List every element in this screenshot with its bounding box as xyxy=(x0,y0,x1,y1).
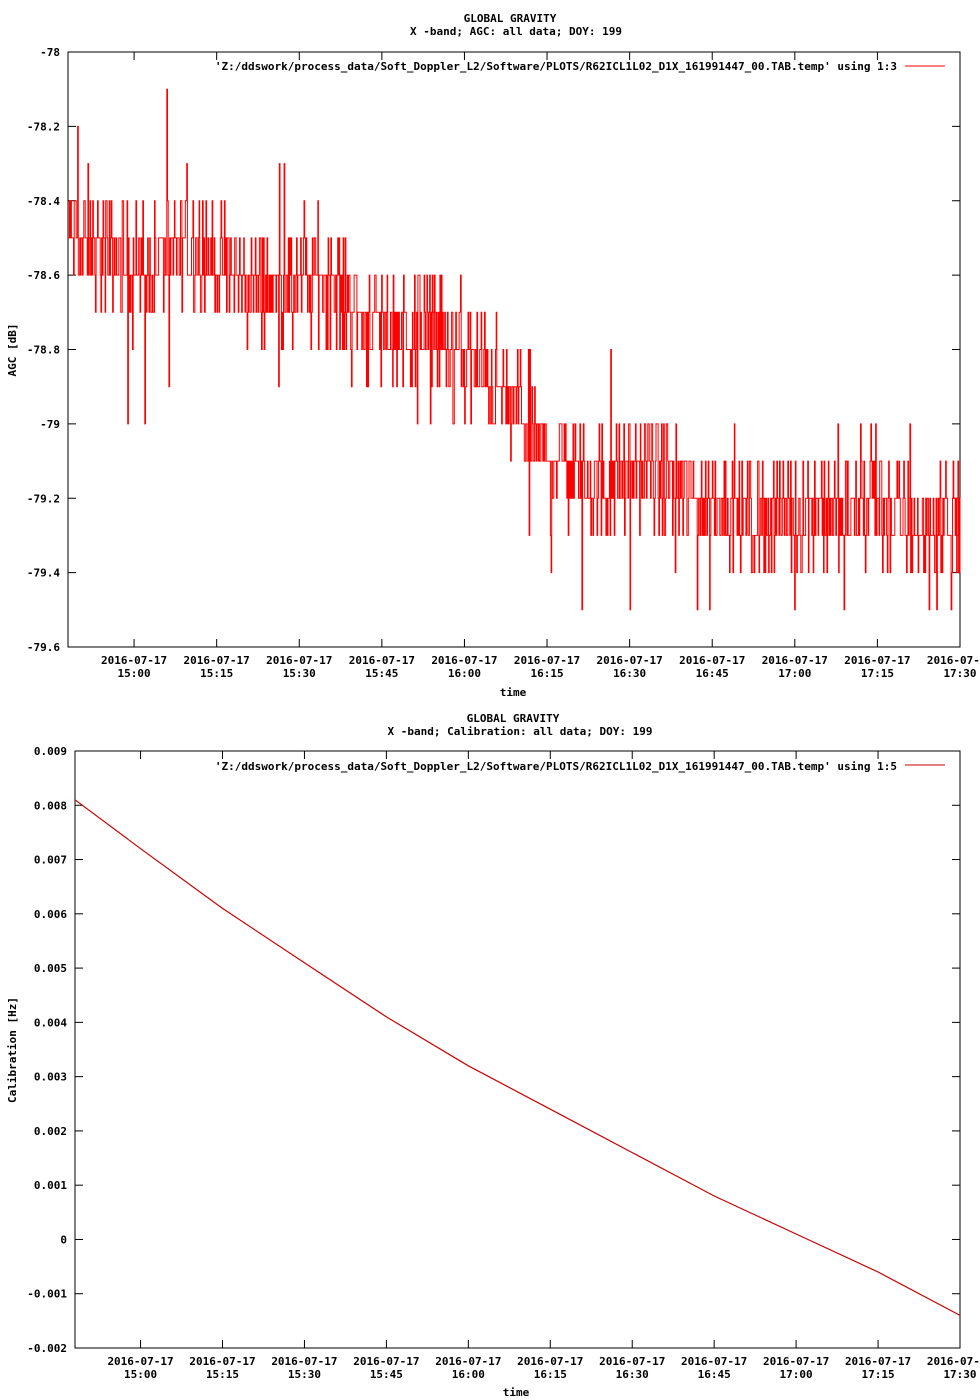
calibration-x-axis: 2016-07-1715:002016-07-1715:152016-07-17… xyxy=(107,751,980,1381)
calibration-x-tick-time: 15:00 xyxy=(124,1368,157,1381)
calibration-x-tick-date: 2016-07-17 xyxy=(271,1355,337,1368)
agc-y-tick-label: -79.4 xyxy=(27,567,60,580)
calibration-y-tick-label: 0.007 xyxy=(34,854,67,867)
agc-y-tick-label: -79.6 xyxy=(27,641,60,654)
agc-y-tick-label: -78 xyxy=(40,46,60,59)
agc-y-tick-label: -78.6 xyxy=(27,269,60,282)
calibration-x-tick-date: 2016-07-17 xyxy=(927,1355,980,1368)
agc-x-tick-date: 2016-07-17 xyxy=(762,654,828,667)
agc-x-tick-date: 2016-07-17 xyxy=(184,654,250,667)
agc-x-tick-date: 2016-07-17 xyxy=(927,654,980,667)
calibration-x-tick-time: 15:30 xyxy=(288,1368,321,1381)
calibration-x-tick-date: 2016-07-17 xyxy=(353,1355,419,1368)
calibration-x-tick-date: 2016-07-17 xyxy=(107,1355,173,1368)
agc-x-tick-time: 16:30 xyxy=(613,667,646,680)
agc-title: GLOBAL GRAVITY xyxy=(464,12,557,25)
calibration-y-tick-label: -0.001 xyxy=(27,1288,67,1301)
agc-x-tick-date: 2016-07-17 xyxy=(597,654,663,667)
calibration-y-tick-label: 0.006 xyxy=(34,908,67,921)
calibration-y-tick-label: 0.002 xyxy=(34,1125,67,1138)
agc-legend-label: 'Z:/ddswork/process_data/Soft_Doppler_L2… xyxy=(215,60,897,73)
agc-x-tick-time: 16:15 xyxy=(530,667,563,680)
calibration-y-tick-label: 0 xyxy=(60,1233,67,1246)
calibration-x-tick-date: 2016-07-17 xyxy=(763,1355,829,1368)
agc-x-tick-date: 2016-07-17 xyxy=(844,654,910,667)
agc-x-tick-time: 15:30 xyxy=(283,667,316,680)
agc-x-tick-time: 17:15 xyxy=(861,667,894,680)
calibration-x-tick-time: 15:15 xyxy=(206,1368,239,1381)
agc-x-tick-date: 2016-07-17 xyxy=(679,654,745,667)
agc-y-tick-label: -78.4 xyxy=(27,195,60,208)
calibration-y-tick-label: 0.003 xyxy=(34,1071,67,1084)
agc-x-tick-date: 2016-07-17 xyxy=(101,654,167,667)
agc-y-tick-label: -78.2 xyxy=(27,120,60,133)
agc-x-tick-time: 15:45 xyxy=(365,667,398,680)
agc-x-tick-date: 2016-07-17 xyxy=(431,654,497,667)
agc-y-tick-label: -79.2 xyxy=(27,492,60,505)
calibration-x-tick-date: 2016-07-17 xyxy=(517,1355,583,1368)
agc-x-tick-time: 15:15 xyxy=(200,667,233,680)
calibration-subtitle: X -band; Calibration: all data; DOY: 199 xyxy=(388,725,653,738)
calibration-legend-label: 'Z:/ddswork/process_data/Soft_Doppler_L2… xyxy=(215,760,897,773)
calibration-x-tick-time: 16:00 xyxy=(452,1368,485,1381)
agc-x-tick-time: 15:00 xyxy=(118,667,151,680)
calibration-series-line xyxy=(74,799,961,1316)
calibration-x-tick-date: 2016-07-17 xyxy=(845,1355,911,1368)
agc-subtitle: X -band; AGC: all data; DOY: 199 xyxy=(410,25,622,38)
calibration-y-axis: 0.009 0.008 0.007 0.006 0.005 0.004 0.003 0.002… xyxy=(27,745,960,1355)
agc-series-line xyxy=(68,88,961,611)
calibration-y-tick-label: 0.009 xyxy=(34,745,67,758)
calibration-y-axis-label: Calibration [Hz] xyxy=(6,997,19,1103)
agc-y-tick-label: -79 xyxy=(40,418,60,431)
agc-x-axis: 2016-07-1715:002016-07-1715:152016-07-17… xyxy=(101,52,980,680)
calibration-x-tick-time: 16:15 xyxy=(534,1368,567,1381)
calibration-x-tick-date: 2016-07-17 xyxy=(681,1355,747,1368)
calibration-y-tick-label: -0.002 xyxy=(27,1342,67,1355)
calibration-x-tick-time: 17:15 xyxy=(861,1368,894,1381)
calibration-plot-frame xyxy=(74,750,961,1349)
calibration-x-tick-time: 17:00 xyxy=(780,1368,813,1381)
calibration-y-tick-label: 0.005 xyxy=(34,962,67,975)
agc-x-tick-time: 17:00 xyxy=(778,667,811,680)
agc-series xyxy=(68,88,961,611)
agc-y-axis: -78 -78.2 -78.4 -78.6 -78.8 -79 -79.2 -79.4 -79.… xyxy=(27,46,960,654)
calibration-x-tick-time: 17:30 xyxy=(943,1368,976,1381)
agc-x-tick-date: 2016-07-17 xyxy=(514,654,580,667)
calibration-x-axis-label: time xyxy=(503,1386,530,1399)
calibration-y-tick-label: 0.001 xyxy=(34,1179,67,1192)
agc-panel: GLOBAL GRAVITY X -band; AGC: all data; D… xyxy=(6,12,980,699)
calibration-y-tick-label: 0.004 xyxy=(34,1016,67,1029)
agc-y-tick-label: -78.8 xyxy=(27,344,60,357)
calibration-x-tick-time: 16:30 xyxy=(616,1368,649,1381)
calibration-panel: GLOBAL GRAVITY X -band; Calibration: all… xyxy=(6,712,980,1399)
calibration-x-tick-date: 2016-07-17 xyxy=(599,1355,665,1368)
calibration-x-tick-date: 2016-07-17 xyxy=(189,1355,255,1368)
agc-x-tick-time: 16:00 xyxy=(448,667,481,680)
calibration-y-tick-label: 0.008 xyxy=(34,799,67,812)
agc-x-tick-time: 16:45 xyxy=(696,667,729,680)
calibration-series xyxy=(74,799,961,1316)
calibration-x-tick-time: 16:45 xyxy=(698,1368,731,1381)
agc-x-tick-time: 17:30 xyxy=(943,667,976,680)
agc-y-axis-label: AGC [dB] xyxy=(6,324,19,377)
agc-x-tick-date: 2016-07-17 xyxy=(349,654,415,667)
calibration-title: GLOBAL GRAVITY xyxy=(467,712,560,725)
calibration-x-tick-date: 2016-07-17 xyxy=(435,1355,501,1368)
agc-plot-frame xyxy=(67,51,961,648)
agc-x-axis-label: time xyxy=(500,686,527,699)
agc-x-tick-date: 2016-07-17 xyxy=(266,654,332,667)
calibration-x-tick-time: 15:45 xyxy=(370,1368,403,1381)
